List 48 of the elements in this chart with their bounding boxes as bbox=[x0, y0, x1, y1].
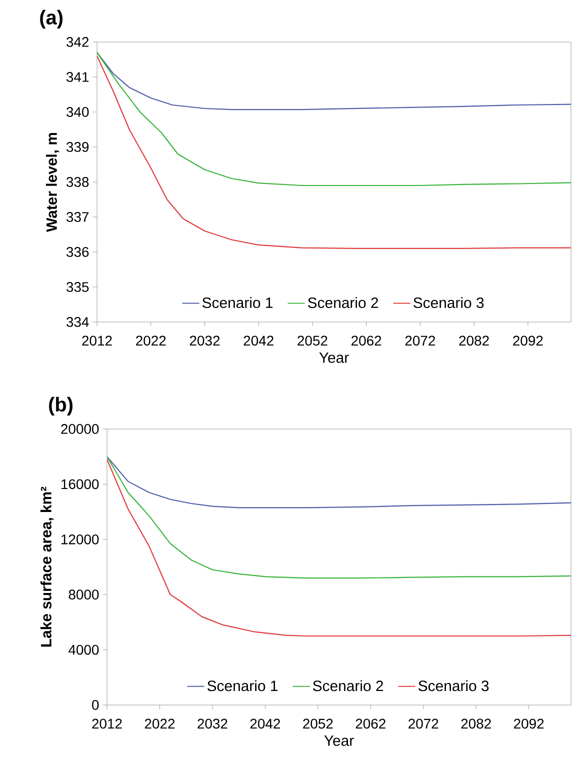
y-tick-label: 340 bbox=[66, 107, 89, 117]
x-tick-label: 2072 bbox=[408, 718, 438, 729]
x-axis-title: Year bbox=[319, 352, 349, 363]
y-tick-label: 334 bbox=[66, 317, 89, 327]
chart-title: (b) bbox=[49, 396, 72, 416]
legend-label: Scenario 3 bbox=[414, 297, 484, 308]
x-tick-label: 2032 bbox=[198, 718, 228, 729]
line-series bbox=[107, 456, 571, 508]
line-series bbox=[107, 456, 571, 579]
line-series bbox=[97, 55, 571, 250]
y-tick-label: 338 bbox=[66, 177, 89, 187]
x-tick-label: 2022 bbox=[144, 718, 175, 729]
legend-label: Scenario 1 bbox=[202, 297, 272, 308]
y-axis-title: Water level, m bbox=[46, 132, 60, 232]
x-tick-label: 2092 bbox=[513, 336, 543, 346]
y-tick-label: 16000 bbox=[62, 479, 99, 490]
x-axis-title: Year bbox=[324, 735, 354, 746]
x-tick-label: 2082 bbox=[459, 336, 489, 346]
y-tick-label: 337 bbox=[66, 212, 89, 222]
x-tick-label: 2042 bbox=[244, 336, 274, 346]
x-tick-label: 2092 bbox=[514, 718, 544, 729]
x-tick-label: 2012 bbox=[82, 336, 112, 346]
chart-title: (a) bbox=[40, 10, 62, 28]
x-tick-label: 2052 bbox=[303, 718, 333, 729]
x-tick-label: 2022 bbox=[136, 336, 166, 346]
legend-label: Scenario 1 bbox=[207, 680, 278, 692]
x-tick-label: 2082 bbox=[461, 718, 491, 729]
y-tick-label: 341 bbox=[66, 72, 89, 82]
y-axis-title: Lake surface area, km² bbox=[40, 486, 54, 647]
x-tick-label: 2032 bbox=[190, 336, 220, 346]
y-tick-label: 336 bbox=[66, 247, 89, 257]
legend-label: Scenario 2 bbox=[313, 680, 383, 692]
y-tick-label: 342 bbox=[66, 37, 89, 47]
x-tick-label: 2072 bbox=[405, 336, 435, 346]
y-tick-label: 0 bbox=[92, 700, 99, 710]
x-tick-label: 2012 bbox=[92, 718, 122, 729]
y-tick-label: 335 bbox=[66, 282, 89, 292]
y-tick-label: 8000 bbox=[68, 590, 99, 600]
y-tick-label: 4000 bbox=[68, 644, 99, 655]
x-tick-label: 2062 bbox=[356, 718, 386, 729]
y-tick-label: 12000 bbox=[62, 534, 99, 544]
x-tick-label: 2052 bbox=[298, 336, 328, 346]
legend-label: Scenario 3 bbox=[418, 680, 489, 692]
x-tick-label: 2042 bbox=[250, 718, 280, 729]
y-tick-label: 20000 bbox=[61, 424, 99, 434]
x-tick-label: 2062 bbox=[352, 336, 382, 346]
legend-label: Scenario 2 bbox=[308, 297, 378, 308]
y-tick-label: 339 bbox=[66, 142, 89, 152]
